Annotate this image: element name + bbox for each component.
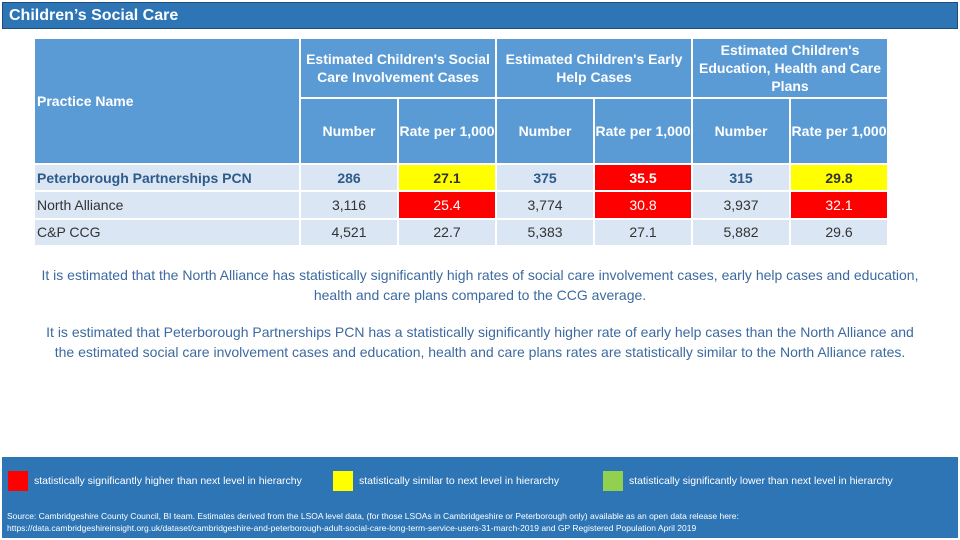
- cell-early-help-number: 5,383: [497, 219, 594, 245]
- cell-social-care-number: 3,116: [301, 192, 397, 218]
- row-name: North Alliance: [35, 192, 299, 218]
- group-header-early-help: Estimated Children's Early Help Cases: [497, 39, 692, 97]
- cell-ehcp-rate: 29.8: [791, 165, 888, 191]
- group-header-social-care: Estimated Children's Social Care Involve…: [301, 39, 496, 97]
- table-row: Peterborough Partnerships PCN 286 27.1 3…: [35, 165, 888, 191]
- data-table: Practice Name Estimated Children's Socia…: [33, 37, 889, 247]
- cell-social-care-rate: 27.1: [399, 165, 496, 191]
- legend-item-lower: statistically significantly lower than n…: [603, 471, 893, 491]
- cell-early-help-number: 3,774: [497, 192, 594, 218]
- table-row: North Alliance 3,116 25.4 3,774 30.8 3,9…: [35, 192, 888, 218]
- cell-social-care-number: 286: [301, 165, 397, 191]
- yellow-swatch-icon: [333, 471, 353, 491]
- subheader-rate: Rate per 1,000: [399, 99, 496, 163]
- summary-paragraph-north-alliance: It is estimated that the North Alliance …: [41, 267, 919, 303]
- row-name: Peterborough Partnerships PCN: [35, 165, 299, 191]
- subheader-number: Number: [693, 99, 790, 163]
- cell-social-care-rate: 22.7: [399, 219, 496, 245]
- group-header-ehcp: Estimated Children's Education, Health a…: [693, 39, 888, 97]
- red-swatch-icon: [8, 471, 28, 491]
- legend-label-higher: statistically significantly higher than …: [34, 475, 302, 487]
- subheader-number: Number: [301, 99, 397, 163]
- legend-item-similar: statistically similar to next level in h…: [333, 471, 559, 491]
- subheader-number: Number: [497, 99, 594, 163]
- summary-paragraph-peterborough: It is estimated that Peterborough Partne…: [46, 324, 914, 360]
- legend-label-similar: statistically similar to next level in h…: [359, 475, 560, 487]
- cell-social-care-rate: 25.4: [399, 192, 496, 218]
- cell-early-help-number: 375: [497, 165, 594, 191]
- cell-ehcp-number: 3,937: [693, 192, 790, 218]
- cell-ehcp-rate: 29.6: [791, 219, 888, 245]
- cell-early-help-rate: 30.8: [595, 192, 692, 218]
- footer-legend: statistically significantly higher than …: [2, 457, 958, 538]
- cell-ehcp-number: 315: [693, 165, 790, 191]
- cell-ehcp-rate: 32.1: [791, 192, 888, 218]
- legend-label-lower: statistically significantly lower than n…: [629, 475, 893, 487]
- subheader-rate: Rate per 1,000: [595, 99, 692, 163]
- cell-early-help-rate: 35.5: [595, 165, 692, 191]
- row-name: C&P CCG: [35, 219, 299, 245]
- green-swatch-icon: [603, 471, 623, 491]
- source-note: Source: Cambridgeshire County Council, B…: [7, 511, 739, 533]
- subheader-rate: Rate per 1,000: [791, 99, 888, 163]
- cell-ehcp-number: 5,882: [693, 219, 790, 245]
- page-title: Children’s Social Care: [2, 2, 958, 29]
- cell-social-care-number: 4,521: [301, 219, 397, 245]
- practice-name-header: Practice Name: [35, 39, 299, 163]
- legend-item-higher: statistically significantly higher than …: [8, 471, 302, 491]
- care-table: Practice Name Estimated Children's Socia…: [33, 37, 888, 247]
- table-row: C&P CCG 4,521 22.7 5,383 27.1 5,882 29.6: [35, 219, 888, 245]
- cell-early-help-rate: 27.1: [595, 219, 692, 245]
